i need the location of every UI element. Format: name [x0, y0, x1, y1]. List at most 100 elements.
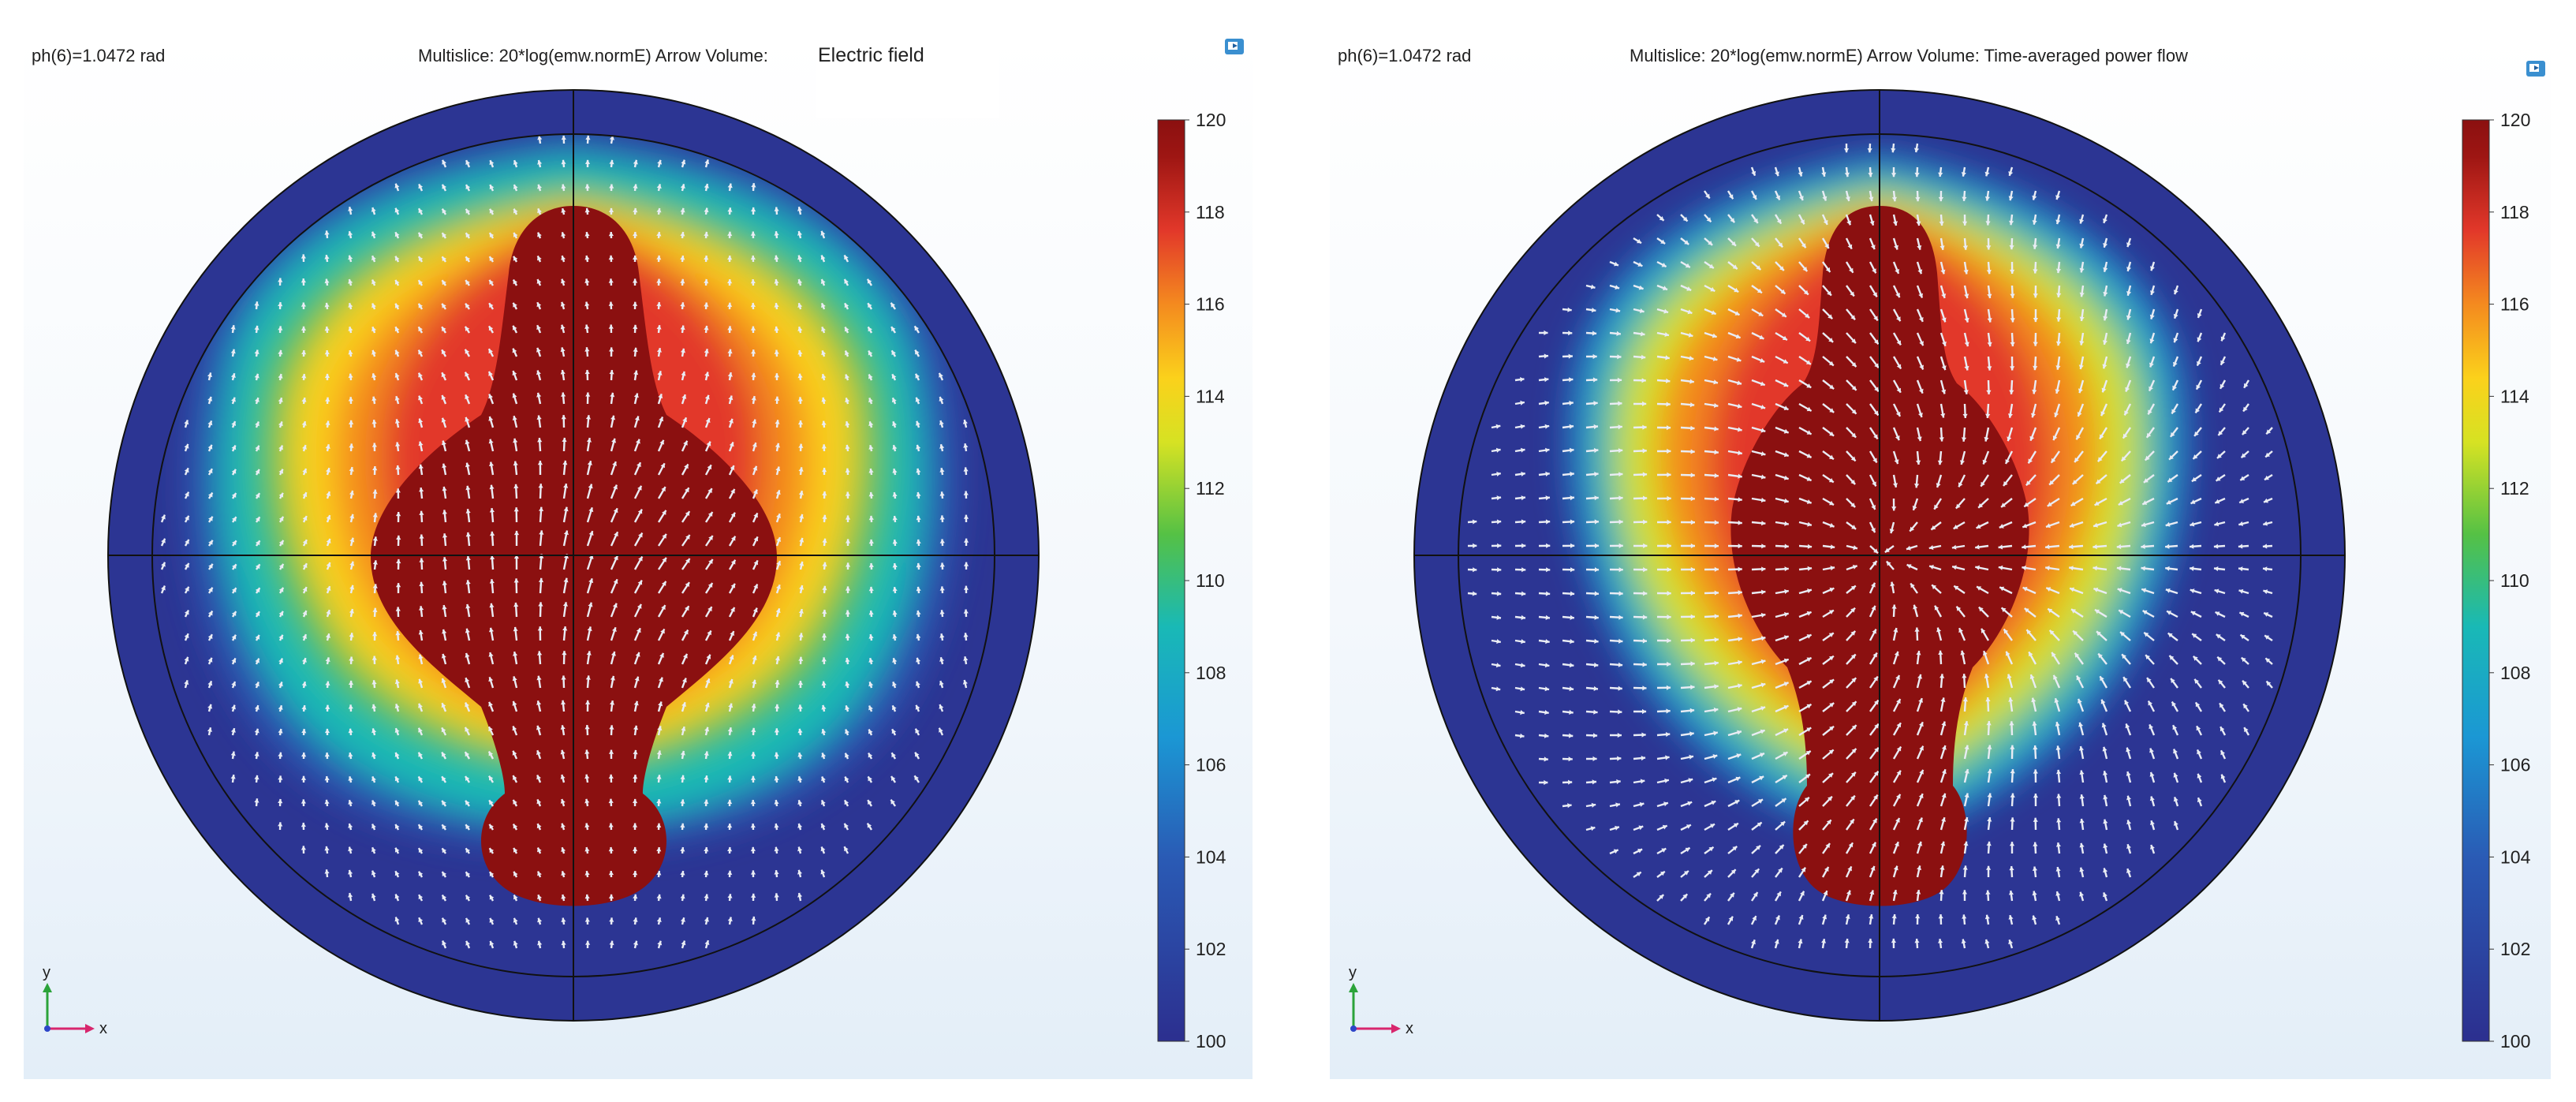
vector-arrow-head [774, 279, 779, 284]
vector-arrow-head [1496, 615, 1501, 620]
vector-arrow-head [1618, 638, 1623, 644]
vector-arrow-head [2056, 769, 2062, 775]
vector-arrow-head [1975, 565, 1980, 570]
vector-arrow-head [537, 135, 543, 140]
vector-arrow-head [774, 255, 779, 260]
vector-arrow-head [656, 917, 662, 922]
vector-arrow-head [1617, 756, 1622, 761]
vector-arrow-head [1775, 915, 1780, 921]
vector-arrow-head [1776, 219, 1782, 224]
vector-arrow-head [1761, 544, 1766, 549]
vector-arrow-head [513, 438, 518, 443]
vector-arrow-head [1497, 543, 1502, 548]
vector-arrow-head [2022, 587, 2028, 592]
vector-arrow-head [394, 256, 400, 261]
vector-arrow-head [1616, 779, 1621, 785]
vector-arrow-head [2216, 476, 2221, 481]
vector-arrow-head [326, 562, 331, 567]
vector-arrow-head [681, 394, 687, 399]
vector-arrow-head [2118, 500, 2123, 506]
vector-arrow-head [1618, 401, 1622, 406]
vector-arrow-head [729, 655, 734, 660]
vector-arrow-head [704, 823, 709, 828]
vector-arrow-head [608, 823, 614, 827]
vector-arrow-head [348, 279, 353, 284]
vector-arrow-head [633, 301, 638, 306]
vector-arrow-head [1761, 566, 1766, 572]
vector-arrow-head [2029, 652, 2033, 657]
vector-arrow-head [727, 372, 733, 377]
vector-arrow-head [2022, 523, 2028, 529]
vector-arrow-head [1891, 604, 1897, 609]
vector-arrow-head [797, 255, 803, 260]
vector-arrow-head [1873, 676, 1878, 682]
vector-arrow-head [1567, 803, 1572, 809]
vector-arrow-head [1829, 587, 1835, 592]
vector-arrow-head [1827, 314, 1833, 319]
vector-arrow-head [231, 682, 237, 686]
vector-arrow-head [1728, 194, 1734, 200]
vector-arrow-head [680, 775, 685, 780]
vector-arrow-head [207, 420, 213, 426]
vector-arrow-head [302, 492, 308, 498]
vector-arrow-head [1806, 383, 1812, 388]
vector-arrow-head [1686, 286, 1692, 291]
vector-arrow-head [637, 485, 642, 491]
vector-arrow-head [633, 159, 638, 165]
vector-arrow-head [2197, 749, 2201, 755]
vector-arrow-head [1783, 359, 1788, 364]
vector-arrow-head [1977, 586, 1982, 591]
vector-arrow-head [1889, 529, 1895, 534]
vector-arrow-head [753, 536, 759, 542]
vector-arrow-head [561, 871, 566, 876]
vector-arrow-head [278, 634, 283, 640]
vector-arrow-head [775, 490, 781, 495]
vector-arrow-head [1873, 410, 1879, 416]
vector-arrow-head [348, 704, 353, 709]
vector-arrow-head [1615, 825, 1619, 831]
vector-arrow-head [1616, 331, 1621, 336]
vector-arrow-head [1736, 753, 1742, 758]
vector-arrow-head [797, 776, 803, 781]
vector-arrow-head [633, 846, 638, 852]
plot-options-button[interactable] [1224, 38, 1245, 55]
vector-arrow-head [2165, 588, 2171, 593]
plot-options-button[interactable] [2526, 60, 2546, 77]
vector-arrow-head [2096, 631, 2101, 637]
vector-arrow-head [1798, 171, 1803, 177]
vector-arrow-head [1779, 844, 1784, 850]
vector-arrow-head [2219, 703, 2224, 708]
vector-arrow-head [1800, 219, 1805, 225]
vector-arrow-head [1806, 611, 1812, 616]
vector-arrow-head [1738, 497, 1742, 502]
vector-arrow-head [1892, 890, 1898, 895]
vector-arrow-head [1784, 612, 1789, 617]
vector-arrow-head [1999, 586, 2005, 592]
vector-arrow-head [2217, 454, 2222, 458]
vector-arrow-head [1893, 865, 1898, 871]
vector-arrow-head [2190, 521, 2195, 527]
vector-arrow-head [2121, 456, 2126, 461]
vector-arrow-head [1850, 456, 1856, 461]
vector-arrow-head [371, 824, 376, 829]
vector-arrow-head [939, 372, 943, 378]
vector-arrow-head [752, 679, 757, 685]
vector-arrow-head [728, 703, 734, 708]
vector-arrow-head [1986, 865, 1992, 870]
vector-arrow-head [633, 184, 638, 189]
vector-arrow-head [705, 418, 711, 423]
vector-arrow-head [2241, 657, 2246, 663]
vector-arrow-head [301, 775, 307, 780]
vector-arrow-head [1895, 268, 1899, 274]
vector-arrow-head [1776, 891, 1781, 897]
vector-arrow-head [751, 893, 756, 898]
vector-arrow-head [1896, 364, 1902, 369]
vector-arrow-head [797, 327, 803, 331]
vector-arrow-head [489, 160, 495, 166]
vector-arrow-head [633, 232, 638, 237]
vector-arrow-head [774, 231, 779, 236]
colorbar-tick-label: 100 [1196, 1031, 1226, 1052]
vector-arrow-head [584, 301, 590, 307]
vector-arrow-head [662, 581, 666, 586]
vector-arrow-head [2070, 523, 2074, 528]
